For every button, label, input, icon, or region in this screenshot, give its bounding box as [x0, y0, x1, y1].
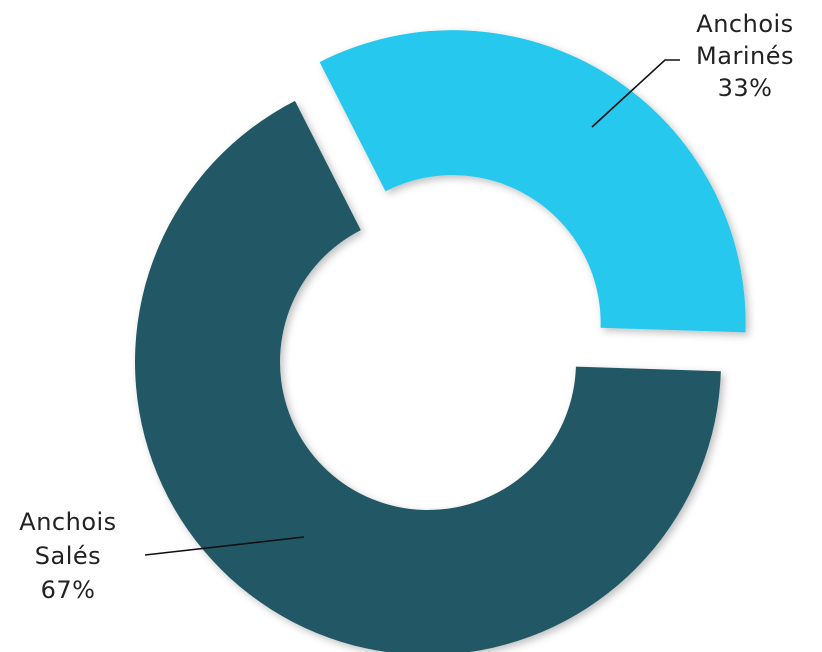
data-label-2: Anchois Salés 67%: [19, 508, 116, 604]
label-value: 33%: [718, 74, 773, 102]
donut-slice-1: [319, 30, 746, 333]
leader-lines-layer: [144, 59, 680, 556]
donut-slice-2: [135, 100, 721, 652]
label-name-line: Salés: [35, 542, 101, 570]
leader-line-2: [144, 536, 305, 556]
label-value: 67%: [41, 576, 96, 604]
slices-layer: [135, 30, 746, 652]
leader-line-1: [591, 59, 680, 128]
data-labels-layer: Anchois Marinés 33% Anchois Salés 67%: [19, 10, 794, 604]
data-label-1: Anchois Marinés 33%: [696, 10, 794, 102]
label-name-line: Marinés: [696, 42, 794, 70]
label-name-line: Anchois: [696, 10, 793, 38]
label-name-line: Anchois: [19, 508, 116, 536]
